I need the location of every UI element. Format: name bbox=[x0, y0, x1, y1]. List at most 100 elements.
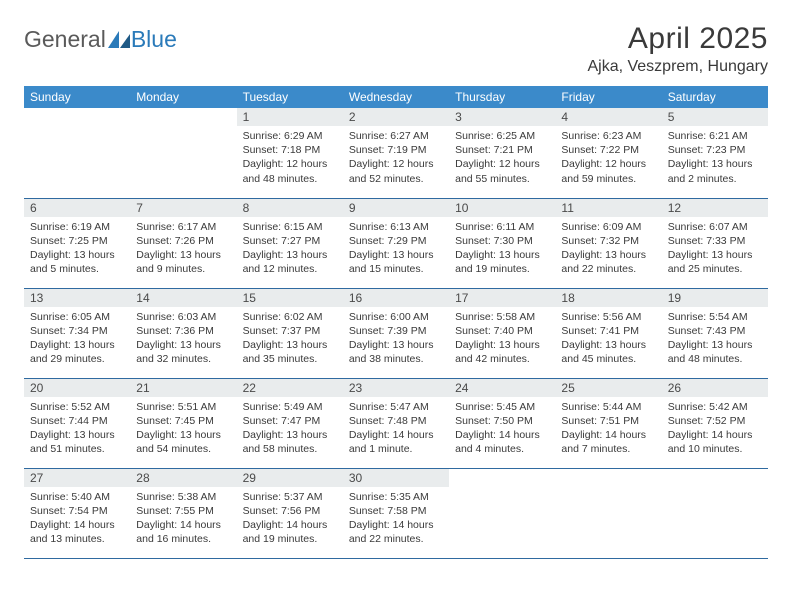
calendar-cell bbox=[130, 108, 236, 198]
sunrise-line: Sunrise: 5:42 AM bbox=[668, 400, 762, 414]
sunset-line: Sunset: 7:30 PM bbox=[455, 234, 549, 248]
sunrise-line: Sunrise: 5:49 AM bbox=[243, 400, 337, 414]
calendar-row: 6Sunrise: 6:19 AMSunset: 7:25 PMDaylight… bbox=[24, 198, 768, 288]
daylight-line: Daylight: 13 hours and 15 minutes. bbox=[349, 248, 443, 276]
sunset-line: Sunset: 7:22 PM bbox=[561, 143, 655, 157]
sunrise-line: Sunrise: 6:17 AM bbox=[136, 220, 230, 234]
daylight-line: Daylight: 12 hours and 52 minutes. bbox=[349, 157, 443, 185]
day-number: 11 bbox=[555, 199, 661, 217]
sunset-line: Sunset: 7:37 PM bbox=[243, 324, 337, 338]
header: General Blue April 2025 Ajka, Veszprem, … bbox=[24, 22, 768, 76]
sunset-line: Sunset: 7:54 PM bbox=[30, 504, 124, 518]
day-body: Sunrise: 6:23 AMSunset: 7:22 PMDaylight:… bbox=[555, 126, 661, 190]
weekday-header: Saturday bbox=[662, 86, 768, 108]
calendar-cell: 30Sunrise: 5:35 AMSunset: 7:58 PMDayligh… bbox=[343, 468, 449, 558]
day-body: Sunrise: 5:51 AMSunset: 7:45 PMDaylight:… bbox=[130, 397, 236, 461]
daylight-line: Daylight: 13 hours and 2 minutes. bbox=[668, 157, 762, 185]
day-number: 29 bbox=[237, 469, 343, 487]
day-body: Sunrise: 6:21 AMSunset: 7:23 PMDaylight:… bbox=[662, 126, 768, 190]
daylight-line: Daylight: 13 hours and 54 minutes. bbox=[136, 428, 230, 456]
sunset-line: Sunset: 7:56 PM bbox=[243, 504, 337, 518]
sunrise-line: Sunrise: 6:27 AM bbox=[349, 129, 443, 143]
day-number: 30 bbox=[343, 469, 449, 487]
daylight-line: Daylight: 13 hours and 9 minutes. bbox=[136, 248, 230, 276]
sunset-line: Sunset: 7:21 PM bbox=[455, 143, 549, 157]
daylight-line: Daylight: 13 hours and 42 minutes. bbox=[455, 338, 549, 366]
day-number: 26 bbox=[662, 379, 768, 397]
calendar-cell: 19Sunrise: 5:54 AMSunset: 7:43 PMDayligh… bbox=[662, 288, 768, 378]
sunrise-line: Sunrise: 5:56 AM bbox=[561, 310, 655, 324]
day-number: 9 bbox=[343, 199, 449, 217]
day-number: 8 bbox=[237, 199, 343, 217]
calendar-cell: 9Sunrise: 6:13 AMSunset: 7:29 PMDaylight… bbox=[343, 198, 449, 288]
calendar-cell: 17Sunrise: 5:58 AMSunset: 7:40 PMDayligh… bbox=[449, 288, 555, 378]
weekday-header: Friday bbox=[555, 86, 661, 108]
day-body: Sunrise: 5:42 AMSunset: 7:52 PMDaylight:… bbox=[662, 397, 768, 461]
sunrise-line: Sunrise: 6:11 AM bbox=[455, 220, 549, 234]
sunset-line: Sunset: 7:26 PM bbox=[136, 234, 230, 248]
calendar-cell bbox=[555, 468, 661, 558]
sunset-line: Sunset: 7:32 PM bbox=[561, 234, 655, 248]
weekday-header: Sunday bbox=[24, 86, 130, 108]
sunset-line: Sunset: 7:45 PM bbox=[136, 414, 230, 428]
sunrise-line: Sunrise: 6:25 AM bbox=[455, 129, 549, 143]
calendar-cell: 5Sunrise: 6:21 AMSunset: 7:23 PMDaylight… bbox=[662, 108, 768, 198]
day-body: Sunrise: 5:56 AMSunset: 7:41 PMDaylight:… bbox=[555, 307, 661, 371]
weekday-header: Thursday bbox=[449, 86, 555, 108]
sunrise-line: Sunrise: 5:52 AM bbox=[30, 400, 124, 414]
daylight-line: Daylight: 13 hours and 22 minutes. bbox=[561, 248, 655, 276]
day-number: 5 bbox=[662, 108, 768, 126]
location: Ajka, Veszprem, Hungary bbox=[587, 58, 768, 76]
weekday-header: Wednesday bbox=[343, 86, 449, 108]
calendar-cell: 28Sunrise: 5:38 AMSunset: 7:55 PMDayligh… bbox=[130, 468, 236, 558]
day-number: 22 bbox=[237, 379, 343, 397]
day-body: Sunrise: 6:19 AMSunset: 7:25 PMDaylight:… bbox=[24, 217, 130, 281]
sunset-line: Sunset: 7:52 PM bbox=[668, 414, 762, 428]
day-number: 21 bbox=[130, 379, 236, 397]
daylight-line: Daylight: 12 hours and 48 minutes. bbox=[243, 157, 337, 185]
day-body: Sunrise: 6:03 AMSunset: 7:36 PMDaylight:… bbox=[130, 307, 236, 371]
calendar-row: 13Sunrise: 6:05 AMSunset: 7:34 PMDayligh… bbox=[24, 288, 768, 378]
logo: General Blue bbox=[24, 22, 177, 53]
sunrise-line: Sunrise: 5:58 AM bbox=[455, 310, 549, 324]
day-number: 27 bbox=[24, 469, 130, 487]
sunset-line: Sunset: 7:36 PM bbox=[136, 324, 230, 338]
sunrise-line: Sunrise: 5:51 AM bbox=[136, 400, 230, 414]
day-body: Sunrise: 5:45 AMSunset: 7:50 PMDaylight:… bbox=[449, 397, 555, 461]
daylight-line: Daylight: 14 hours and 1 minute. bbox=[349, 428, 443, 456]
calendar-cell: 23Sunrise: 5:47 AMSunset: 7:48 PMDayligh… bbox=[343, 378, 449, 468]
sunset-line: Sunset: 7:55 PM bbox=[136, 504, 230, 518]
sunrise-line: Sunrise: 5:54 AM bbox=[668, 310, 762, 324]
sunset-line: Sunset: 7:58 PM bbox=[349, 504, 443, 518]
day-number: 14 bbox=[130, 289, 236, 307]
calendar-cell: 27Sunrise: 5:40 AMSunset: 7:54 PMDayligh… bbox=[24, 468, 130, 558]
day-body: Sunrise: 6:17 AMSunset: 7:26 PMDaylight:… bbox=[130, 217, 236, 281]
sunset-line: Sunset: 7:47 PM bbox=[243, 414, 337, 428]
calendar-table: Sunday Monday Tuesday Wednesday Thursday… bbox=[24, 86, 768, 559]
day-body: Sunrise: 6:11 AMSunset: 7:30 PMDaylight:… bbox=[449, 217, 555, 281]
sunset-line: Sunset: 7:27 PM bbox=[243, 234, 337, 248]
day-body: Sunrise: 6:09 AMSunset: 7:32 PMDaylight:… bbox=[555, 217, 661, 281]
daylight-line: Daylight: 14 hours and 13 minutes. bbox=[30, 518, 124, 546]
title-block: April 2025 Ajka, Veszprem, Hungary bbox=[587, 22, 768, 76]
sunset-line: Sunset: 7:48 PM bbox=[349, 414, 443, 428]
day-number: 19 bbox=[662, 289, 768, 307]
sunset-line: Sunset: 7:25 PM bbox=[30, 234, 124, 248]
calendar-row: 1Sunrise: 6:29 AMSunset: 7:18 PMDaylight… bbox=[24, 108, 768, 198]
calendar-cell: 25Sunrise: 5:44 AMSunset: 7:51 PMDayligh… bbox=[555, 378, 661, 468]
day-number: 13 bbox=[24, 289, 130, 307]
daylight-line: Daylight: 13 hours and 12 minutes. bbox=[243, 248, 337, 276]
day-body: Sunrise: 6:07 AMSunset: 7:33 PMDaylight:… bbox=[662, 217, 768, 281]
day-body: Sunrise: 6:27 AMSunset: 7:19 PMDaylight:… bbox=[343, 126, 449, 190]
day-number: 23 bbox=[343, 379, 449, 397]
daylight-line: Daylight: 13 hours and 29 minutes. bbox=[30, 338, 124, 366]
weekday-header: Tuesday bbox=[237, 86, 343, 108]
daylight-line: Daylight: 13 hours and 38 minutes. bbox=[349, 338, 443, 366]
sunset-line: Sunset: 7:40 PM bbox=[455, 324, 549, 338]
daylight-line: Daylight: 14 hours and 4 minutes. bbox=[455, 428, 549, 456]
calendar-cell: 6Sunrise: 6:19 AMSunset: 7:25 PMDaylight… bbox=[24, 198, 130, 288]
sunrise-line: Sunrise: 6:03 AM bbox=[136, 310, 230, 324]
day-number: 6 bbox=[24, 199, 130, 217]
calendar-cell: 1Sunrise: 6:29 AMSunset: 7:18 PMDaylight… bbox=[237, 108, 343, 198]
calendar-row: 27Sunrise: 5:40 AMSunset: 7:54 PMDayligh… bbox=[24, 468, 768, 558]
